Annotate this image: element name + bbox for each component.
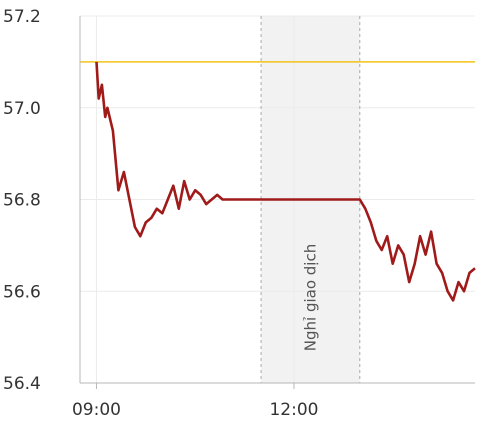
y-tick-label-3: 57.0 bbox=[3, 99, 41, 119]
y-tick-label-4: 57.2 bbox=[3, 7, 41, 27]
x-tick-label-0: 09:00 bbox=[72, 400, 121, 420]
y-tick-label-1: 56.6 bbox=[3, 282, 41, 302]
y-tick-label-2: 56.8 bbox=[3, 191, 41, 211]
x-tick-label-1: 12:00 bbox=[269, 400, 318, 420]
y-tick-labels: 56.4 56.6 56.8 57.0 57.2 bbox=[3, 7, 41, 394]
price-series-line bbox=[95, 61, 476, 302]
break-band-label: Nghỉ giao dịch bbox=[301, 244, 319, 351]
y-tick-label-0: 56.4 bbox=[3, 374, 41, 394]
x-tick-labels: 09:00 12:00 bbox=[72, 400, 319, 420]
